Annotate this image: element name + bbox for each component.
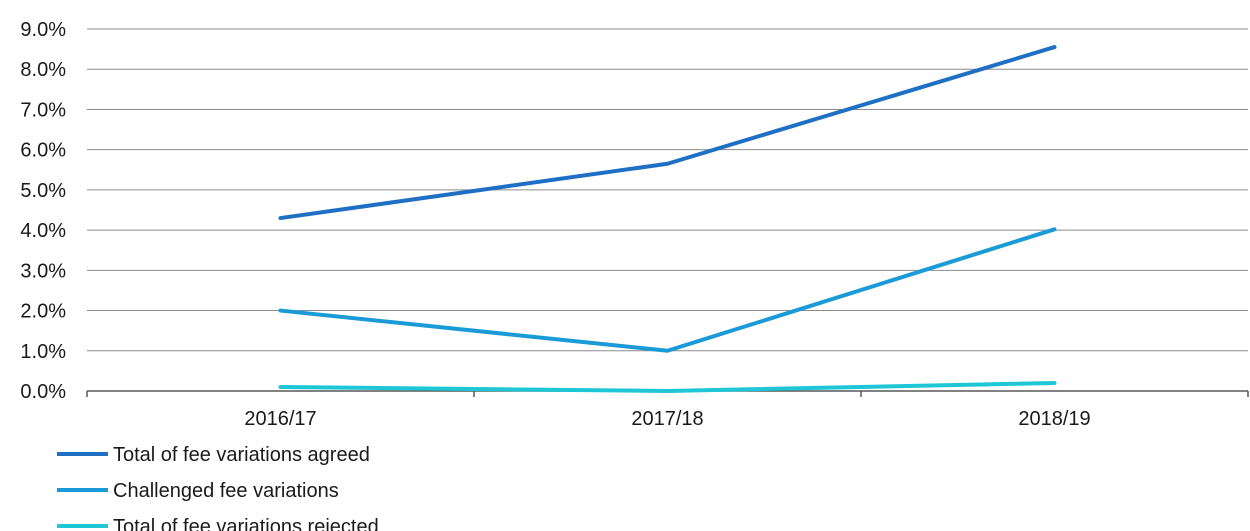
legend-label: Total of fee variations rejected [113, 516, 379, 531]
y-tick-label: 8.0% [20, 59, 66, 81]
y-tick-label: 4.0% [20, 220, 66, 242]
y-tick-label: 2.0% [20, 301, 66, 323]
y-tick-label: 1.0% [20, 341, 66, 363]
y-tick-label: 9.0% [20, 19, 66, 41]
series-lines [278, 45, 1057, 393]
y-tick-label: 6.0% [20, 140, 66, 162]
y-tick-label: 7.0% [20, 99, 66, 121]
y-tick-label: 5.0% [20, 180, 66, 202]
y-tick-label: 3.0% [20, 260, 66, 282]
x-tick-label: 2018/19 [1018, 408, 1090, 430]
x-tick-label: 2017/18 [631, 408, 703, 430]
series-line [278, 380, 1057, 393]
x-axis-tick-marks [86, 391, 1249, 397]
legend-label: Challenged fee variations [113, 480, 339, 502]
gridlines [87, 28, 1248, 352]
series-line [278, 227, 1057, 353]
y-tick-label: 0.0% [20, 381, 66, 403]
x-tick-label: 2016/17 [244, 408, 316, 430]
series-line [278, 45, 1057, 221]
legend: Total of fee variations agreed Challenged… [57, 444, 379, 531]
legend-label: Total of fee variations agreed [113, 444, 370, 466]
x-axis-tick-labels: 2016/17 2017/18 2018/19 [244, 408, 1090, 430]
y-axis-tick-labels: 0.0% 1.0% 2.0% 3.0% 4.0% 5.0% 6.0% 7.0% 8.0% 9.0% [20, 19, 66, 403]
